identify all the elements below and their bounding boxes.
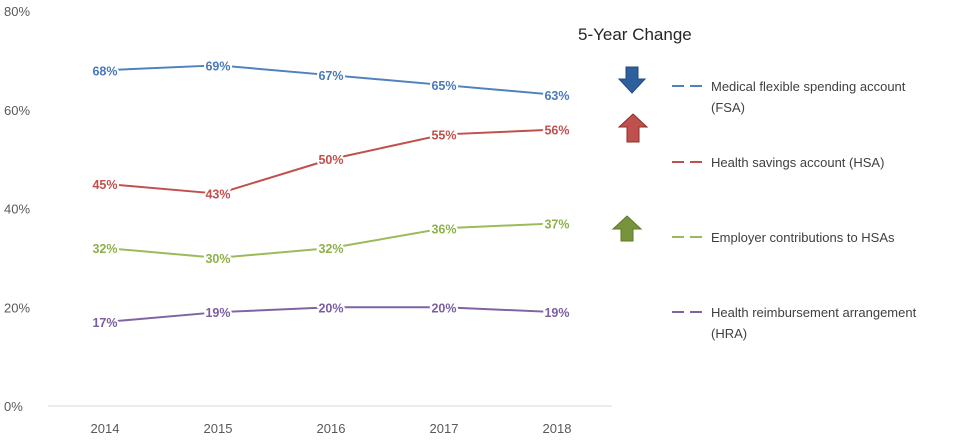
up-arrow-icon [611, 215, 643, 242]
data-label: 43% [205, 188, 230, 202]
data-label: 50% [318, 153, 343, 167]
x-axis: 2014 2015 2016 2017 2018 [91, 421, 572, 436]
data-label: 32% [92, 242, 117, 256]
y-tick-label: 0% [4, 399, 23, 414]
up-arrow-icon [617, 113, 649, 143]
data-label: 55% [431, 128, 456, 142]
legend-item: Health reimbursement arrangement (HRA) [672, 305, 917, 341]
series-group: 32% 30% 32% 36% 37% [90, 215, 571, 268]
data-label: 30% [205, 252, 230, 266]
data-label: 32% [318, 242, 343, 256]
series-group: 68% 69% 67% 65% 63% [90, 57, 571, 105]
legend-label: Medical flexible spending account [711, 79, 906, 94]
legend-label: Employer contributions to HSAs [711, 230, 895, 245]
series-line [104, 64, 558, 96]
y-tick-label: 20% [4, 300, 30, 315]
series-group: 45% 43% 50% 55% 56% [90, 122, 571, 204]
series-line [104, 306, 558, 324]
data-label: 67% [318, 69, 343, 83]
down-arrow-icon [617, 66, 647, 94]
legend-item: Health savings account (HSA) [672, 155, 884, 170]
x-tick-label: 2015 [204, 421, 233, 436]
data-label: 56% [544, 124, 569, 138]
data-label: 68% [92, 64, 117, 78]
five-year-change-title: 5-Year Change [578, 25, 692, 44]
legend-item: Medical flexible spending account (FSA) [672, 79, 906, 115]
y-tick-label: 60% [4, 103, 30, 118]
data-label: 37% [544, 217, 569, 231]
data-label: 19% [205, 306, 230, 320]
data-label: 19% [544, 306, 569, 320]
data-label: 20% [431, 301, 456, 315]
legend-label: (HRA) [711, 326, 747, 341]
x-tick-label: 2014 [91, 421, 120, 436]
five-year-change-panel: 5-Year Change [578, 25, 692, 242]
y-tick-label: 80% [4, 4, 30, 19]
data-label: 45% [92, 178, 117, 192]
legend: Medical flexible spending account (FSA) He… [672, 79, 917, 341]
data-label: 36% [431, 222, 456, 236]
data-label: 63% [544, 89, 569, 103]
series-group: 17% 19% 20% 20% 19% [90, 299, 571, 332]
legend-label: (FSA) [711, 100, 745, 115]
x-tick-label: 2018 [543, 421, 572, 436]
data-label: 65% [431, 79, 456, 93]
series-line [104, 128, 558, 195]
legend-label: Health savings account (HSA) [711, 155, 884, 170]
y-tick-label: 40% [4, 202, 30, 217]
x-tick-label: 2016 [317, 421, 346, 436]
series-line [104, 222, 558, 259]
legend-label: Health reimbursement arrangement [711, 305, 917, 320]
data-label: 17% [92, 316, 117, 330]
legend-item: Employer contributions to HSAs [672, 230, 895, 245]
x-tick-label: 2017 [430, 421, 459, 436]
series-layer: 68% 69%67%65%63%45%43%50%55% 56%32%30%32%3… [90, 57, 571, 332]
data-label: 20% [318, 301, 343, 315]
data-label: 69% [205, 59, 230, 73]
y-axis: 0% 20% 40% 60% 80% [4, 4, 30, 414]
